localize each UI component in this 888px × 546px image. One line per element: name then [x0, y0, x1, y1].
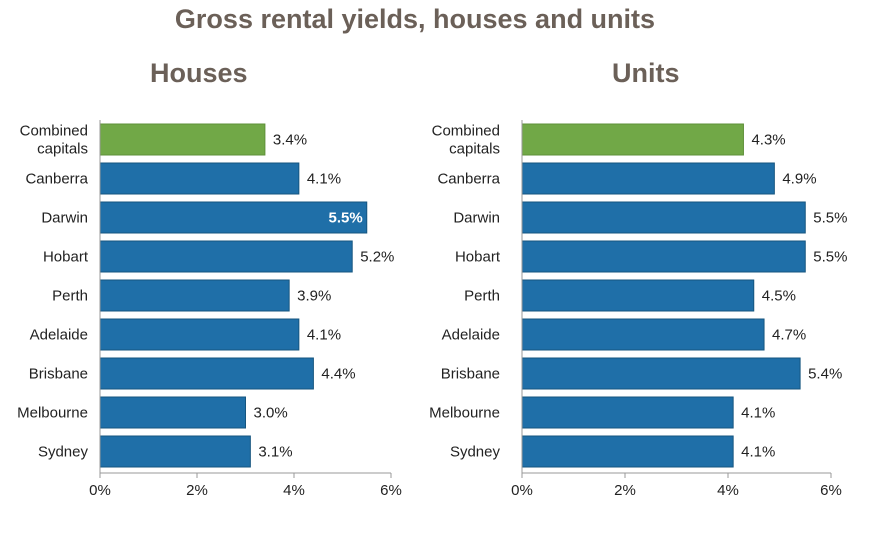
houses-panel-title: Houses [150, 58, 248, 88]
houses-bar-perth [99, 279, 290, 312]
units-bar-chart: Combined capitals 4.3% Canberra 4.9% Darwin 5.… [429, 120, 847, 499]
units-bar-brisbane [521, 357, 801, 390]
houses-category-label: Brisbane [29, 366, 88, 383]
houses-data-label: 3.1% [258, 444, 292, 461]
houses-data-label: 5.2% [360, 249, 394, 266]
houses-x-tick-label: 0% [89, 482, 111, 499]
units-bar-canberra [521, 162, 775, 195]
units-category-label: Sydney [450, 444, 501, 461]
units-category-label: Melbourne [429, 405, 500, 422]
units-x-tick-label: 6% [820, 482, 842, 499]
houses-data-label: 5.5% [329, 210, 363, 227]
units-x-tick-label: 4% [717, 482, 739, 499]
units-bar-melbourne [521, 396, 734, 429]
houses-category-label: Darwin [41, 210, 88, 227]
houses-data-label: 4.1% [307, 171, 341, 188]
units-data-label: 4.3% [751, 132, 785, 149]
units-data-label: 4.7% [772, 327, 806, 344]
units-data-label: 5.4% [808, 366, 842, 383]
units-data-label: 4.1% [741, 405, 775, 422]
houses-panel: Houses Combined capitals 3.4% Canberra 4.1% D… [0, 56, 444, 546]
houses-bar-sydney [99, 435, 251, 468]
units-data-label: 4.5% [762, 288, 796, 305]
units-data-label: 5.5% [813, 249, 847, 266]
houses-bar-melbourne [99, 396, 246, 429]
houses-bar-chart: Combined capitals 3.4% Canberra 4.1% Darwin 5.… [17, 120, 402, 499]
units-category-label: Brisbane [441, 366, 500, 383]
units-data-label: 4.9% [782, 171, 816, 188]
houses-x-tick-label: 6% [380, 482, 402, 499]
houses-bar-canberra [99, 162, 300, 195]
units-bar-combined-capitals [521, 123, 744, 156]
houses-category-label: Hobart [43, 249, 89, 266]
houses-data-label: 4.1% [307, 327, 341, 344]
houses-data-label: 3.4% [273, 132, 307, 149]
houses-data-label: 3.9% [297, 288, 331, 305]
units-category-label: Darwin [453, 210, 500, 227]
units-category-label: Combined capitals [432, 123, 500, 158]
units-bar-adelaide [521, 318, 765, 351]
units-x-tick-label: 2% [614, 482, 636, 499]
units-data-label: 4.1% [741, 444, 775, 461]
units-x-tick-label: 0% [511, 482, 533, 499]
houses-bar-brisbane [99, 357, 314, 390]
units-bar-darwin [521, 201, 806, 234]
houses-bar-hobart [99, 240, 353, 273]
houses-bar-darwin [99, 201, 368, 234]
houses-bar-adelaide [99, 318, 300, 351]
houses-category-label: Sydney [38, 444, 89, 461]
units-data-label: 5.5% [813, 210, 847, 227]
houses-data-label: 3.0% [254, 405, 288, 422]
units-bar-perth [521, 279, 755, 312]
houses-category-label: Canberra [25, 171, 88, 188]
units-panel-title: Units [612, 58, 680, 88]
houses-category-label: Perth [52, 288, 88, 305]
units-category-label: Hobart [455, 249, 501, 266]
houses-category-label: Combined capitals [20, 123, 88, 158]
houses-bar-combined-capitals [99, 123, 266, 156]
units-category-label: Perth [464, 288, 500, 305]
units-bar-sydney [521, 435, 734, 468]
houses-category-label: Melbourne [17, 405, 88, 422]
chart-title: Gross rental yields, houses and units [174, 4, 656, 34]
houses-data-label: 4.4% [321, 366, 355, 383]
houses-x-tick-label: 2% [186, 482, 208, 499]
units-bar-hobart [521, 240, 806, 273]
units-category-label: Adelaide [442, 327, 500, 344]
houses-x-tick-label: 4% [283, 482, 305, 499]
units-panel: Units Combined capitals 4.3% Canberra 4.9% Da… [422, 56, 866, 546]
units-category-label: Canberra [437, 171, 500, 188]
houses-category-label: Adelaide [30, 327, 88, 344]
